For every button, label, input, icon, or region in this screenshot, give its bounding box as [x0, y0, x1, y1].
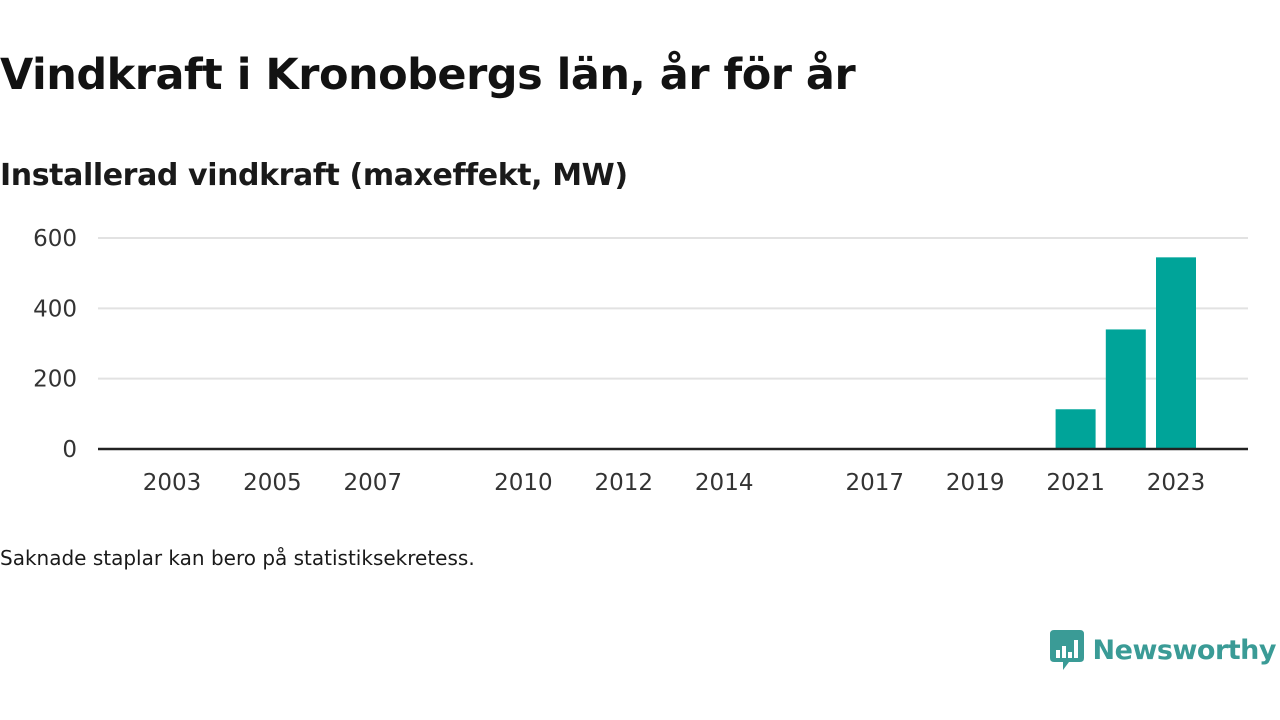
newsworthy-logo-text: Newsworthy: [1092, 634, 1277, 666]
newsworthy-logo-icon: [1049, 630, 1084, 670]
bar-2023: [1156, 257, 1196, 449]
y-tick-label: 0: [62, 437, 77, 463]
y-tick-labels: 0 200 400 600: [33, 226, 77, 463]
chart-title: Vindkraft i Kronobergs län, år för år: [0, 50, 856, 100]
newsworthy-logo: Newsworthy: [1049, 628, 1277, 672]
x-tick-label: 2003: [143, 470, 202, 496]
x-tick-label: 2021: [1046, 470, 1105, 496]
bar-2022: [1105, 329, 1146, 449]
bars: [1055, 257, 1196, 449]
x-tick-label: 2014: [695, 470, 754, 496]
x-tick-label: 2019: [946, 470, 1005, 496]
y-tick-label: 200: [33, 367, 77, 393]
y-tick-label: 600: [33, 226, 77, 252]
x-tick-label: 2017: [846, 470, 905, 496]
x-tick-labels: 2003 2005 2007 2010 2012 2014 2017 2019 2021 2023: [143, 470, 1206, 496]
x-tick-label: 2005: [243, 470, 302, 496]
x-tick-label: 2007: [344, 470, 403, 496]
bar-2021: [1055, 409, 1096, 449]
footnote: Saknade staplar kan bero på statistiksek…: [0, 546, 475, 570]
x-tick-label: 2010: [494, 470, 553, 496]
x-tick-label: 2012: [595, 470, 654, 496]
x-tick-label: 2023: [1147, 470, 1206, 496]
y-tick-label: 400: [33, 296, 77, 322]
chart-subtitle: Installerad vindkraft (maxeffekt, MW): [0, 158, 628, 193]
gridlines: [98, 237, 1248, 380]
